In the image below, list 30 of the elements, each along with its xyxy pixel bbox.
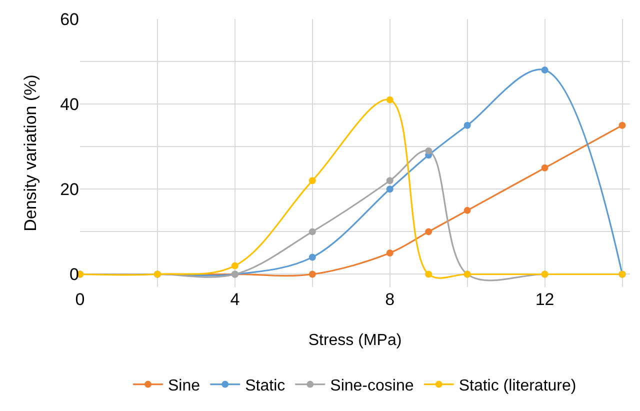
point [425, 147, 432, 154]
x-tick-label: 4 [230, 290, 240, 309]
legend-label: Sine-cosine [330, 378, 414, 395]
point [386, 96, 394, 104]
legend-label: Static [245, 378, 286, 395]
point [231, 262, 238, 270]
legend-label: Sine [168, 378, 200, 395]
point [386, 177, 394, 184]
y-axis-title: Density variation (%) [21, 74, 40, 232]
x-axis-title: Stress (MPa) [308, 332, 402, 349]
point [464, 206, 471, 214]
point [425, 270, 432, 278]
point [308, 254, 316, 261]
x-tick-label: 8 [385, 290, 395, 309]
point [464, 122, 471, 129]
y-tick-label: 0 [70, 265, 79, 284]
y-tick-label: 60 [60, 10, 79, 29]
legend-label: Static (literature) [458, 378, 576, 395]
point [541, 66, 548, 74]
y-tick-label: 20 [60, 180, 79, 200]
point [386, 186, 394, 193]
point [308, 177, 316, 184]
point [425, 228, 432, 236]
point [308, 228, 316, 236]
x-tick-label: 12 [535, 290, 554, 309]
point [541, 164, 548, 172]
point [386, 249, 394, 256]
point [618, 122, 626, 129]
y-tick-label: 40 [60, 95, 79, 114]
point [308, 270, 316, 278]
